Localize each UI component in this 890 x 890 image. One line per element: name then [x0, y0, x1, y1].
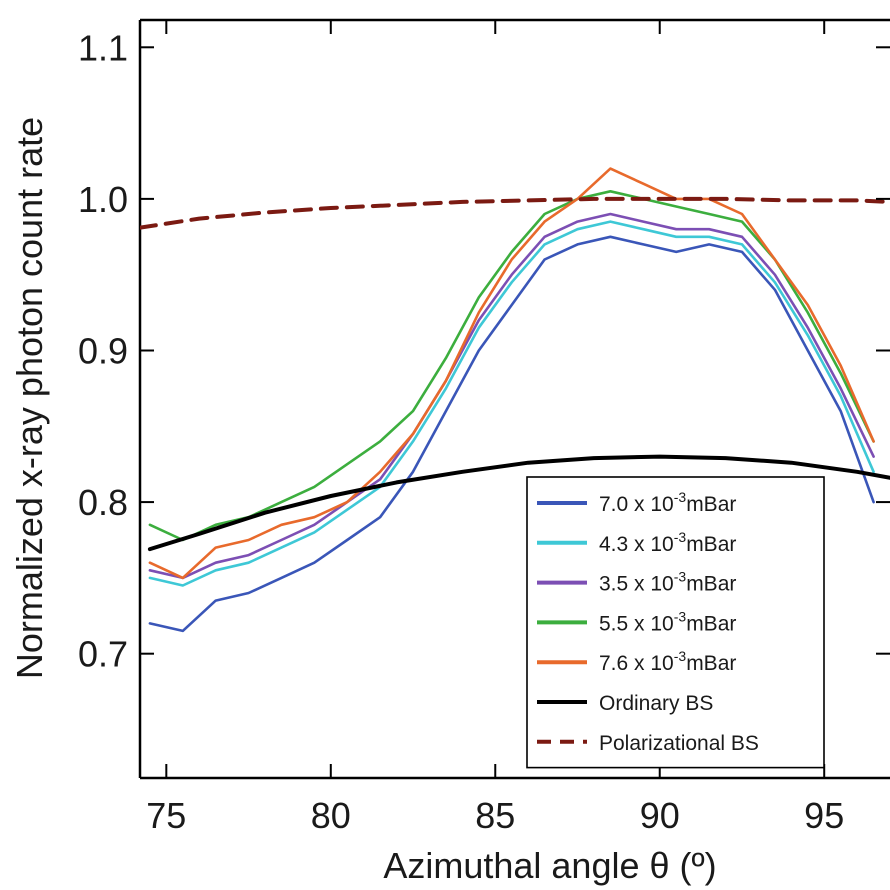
series-line-polarizational-bs — [140, 196, 890, 230]
y-tick-label: 0.7 — [78, 634, 128, 675]
legend-label: Polarizational BS — [599, 732, 759, 755]
y-tick-label: 1.0 — [78, 179, 128, 220]
series-line-ordinary-bs — [147, 454, 890, 552]
y-tick-label: 0.9 — [78, 330, 128, 371]
x-tick-label: 75 — [146, 795, 186, 836]
legend-label: 3.5 x 10-3mBar — [599, 569, 736, 596]
legend-label: 7.6 x 10-3mBar — [599, 648, 736, 675]
legend-label: 7.0 x 10-3mBar — [599, 489, 736, 516]
legend-label: 4.3 x 10-3mBar — [599, 529, 736, 556]
legend: 7.0 x 10-3mBar 4.3 x 10-3mBar 3.5 x 10-3mB… — [526, 476, 825, 769]
legend-label: Ordinary BS — [599, 692, 713, 715]
x-tick-label: 90 — [640, 795, 680, 836]
axis-ticks: 75 80 85 90 95 0.7 0.8 0.9 1.0 1.1 — [78, 20, 890, 836]
x-tick-label: 85 — [475, 795, 515, 836]
x-axis-title: Azimuthal angle θ (º) — [383, 845, 716, 886]
x-tick-label: 95 — [804, 795, 844, 836]
series-layer — [140, 167, 890, 633]
plot-frame — [138, 18, 890, 780]
series-line-7-6-x-10-3mbar — [148, 167, 875, 580]
series-line-3-5-x-10-3mbar — [148, 212, 875, 580]
legend-label: 5.5 x 10-3mBar — [599, 608, 736, 635]
series-line-4-3-x-10-3mbar — [148, 220, 875, 587]
series-line-5-5-x-10-3mbar — [148, 190, 875, 542]
y-axis-title: Normalized x-ray photon count rate — [9, 117, 50, 679]
y-tick-label: 0.8 — [78, 482, 128, 523]
x-tick-label: 80 — [311, 795, 351, 836]
y-tick-label: 1.1 — [78, 27, 128, 68]
series-line-7-0-x-10-3mbar — [148, 235, 875, 633]
